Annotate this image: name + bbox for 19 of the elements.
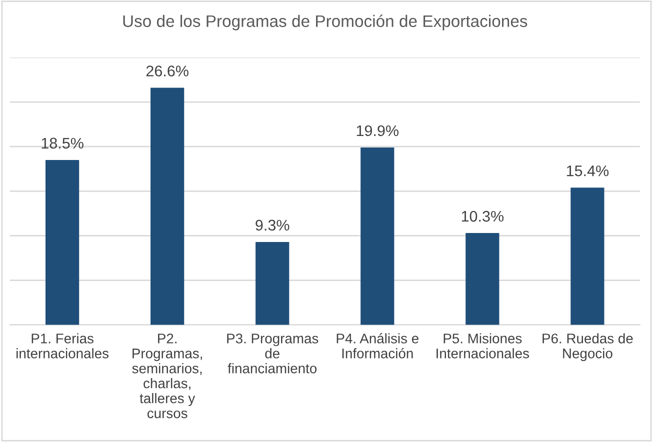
bar [150,88,184,325]
data-label: 19.9% [356,125,398,136]
bar [256,242,290,325]
x-tick-label: P6. Ruedas de Negocio [542,333,633,362]
bar [46,160,80,325]
x-tick-label: P2. Programas, seminarios, charlas, talleres y cursos [132,334,202,418]
bar [570,188,604,325]
x-tick-label: P4. Análisis e Información [336,333,418,358]
data-label: 10.3% [462,210,504,222]
x-tick-label: P1. Ferias internacionales [16,333,109,358]
x-tick-label: P5. Misiones Internacionales [436,333,530,358]
bar [466,233,500,325]
chart-title: Uso de los Programas de Promoción de Exportaciones [123,14,528,30]
bar [360,147,394,325]
data-label: 26.6% [146,66,188,76]
data-label: 18.5% [42,138,84,149]
x-tick-label: P3. Programas de financiamiento [227,334,318,374]
data-label: 15.4% [566,165,609,176]
data-label: 9.3% [256,220,290,231]
